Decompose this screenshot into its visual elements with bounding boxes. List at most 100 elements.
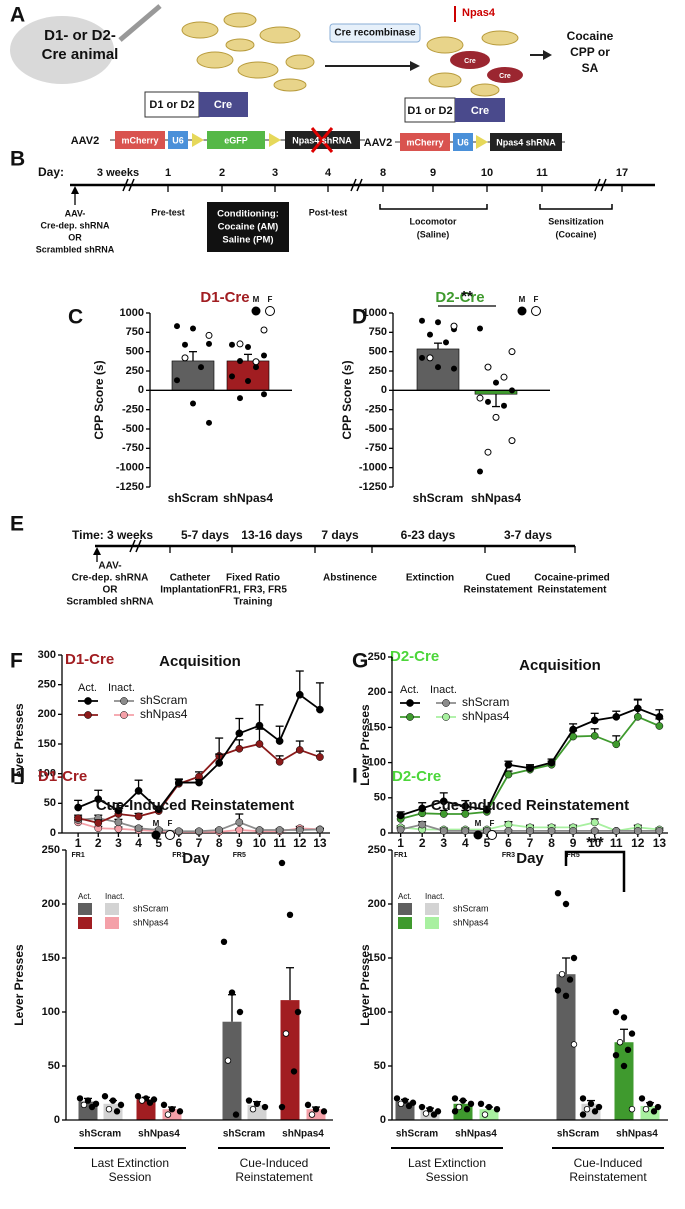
data-point [493,379,499,386]
y-tick-label: 100 [368,757,386,769]
data-point [633,712,642,721]
tick-label: 2 [219,167,225,179]
data-point [590,818,599,827]
tick-label: 1 [165,167,171,179]
bar [420,1110,440,1120]
data-point [278,859,286,867]
data-point [275,737,284,745]
significance-label: ** [461,288,473,305]
data-point [94,819,103,827]
chart-title: D2-Cre [392,768,441,785]
data-point [587,1100,595,1107]
event-label: Scrambled shRNA [66,597,153,608]
interval-label: 3-7 days [504,528,552,542]
event-label: Post-test [309,207,348,217]
series-line [77,693,321,812]
data-point [278,1103,286,1111]
data-point [275,757,284,766]
interval-label: 5-7 days [181,528,229,542]
data-point [206,419,212,426]
data-point [451,1108,459,1115]
data-point [236,1008,244,1016]
data-point [463,1105,471,1113]
data-point [181,354,189,362]
element-label: U6 [457,137,469,147]
data-point [427,331,433,338]
data-point [477,1100,485,1107]
chart-subtitle: Acquisition [519,657,601,674]
x-tick-label: shScram [557,1129,599,1140]
panel-label: D [352,306,367,329]
y-tick-label: -500 [122,423,144,435]
chart-subtitle: Cue-Induced Reinstatement [431,797,629,814]
data-point [295,690,304,699]
y-tick-label: 150 [368,721,386,733]
legend-swatch [425,917,439,929]
data-point [76,1095,84,1102]
legend-label: M [153,819,160,828]
legend-marker [165,830,175,840]
data-point [261,391,267,398]
legend-header: Act. [78,892,92,901]
legend-marker [84,697,92,705]
data-point [419,354,425,361]
element-label: eGFP [224,135,248,145]
y-tick-label: 250 [368,651,386,663]
data-point [508,348,516,356]
data-point [612,740,621,749]
chart-title: D1-Cre [38,768,87,785]
y-tick-label: 100 [42,1006,60,1018]
event-label: Cre-dep. shRNA [72,573,149,584]
bar [556,974,576,1120]
event-label: FR1, FR3, FR5 [219,585,287,596]
legend-label: F [534,295,539,304]
data-point [312,1105,320,1113]
group-label: Cue-Induced [240,1156,309,1170]
event-label: Cued [486,573,511,584]
chart-title: D1-Cre [65,651,114,668]
legend-label: shScram [462,695,509,709]
data-point [435,319,441,326]
data-point [566,976,574,983]
axis-break [350,178,363,192]
tick-label: 8 [380,167,386,179]
data-point [562,900,570,908]
mcherry-box [400,133,450,151]
loxp [476,135,488,149]
data-point [620,1062,628,1070]
data-point [504,770,513,779]
event-label: Reinstatement [538,585,608,596]
event-label: Training [234,597,273,608]
tick-label: 4 [325,167,332,179]
data-point [237,395,243,402]
panel-label: G [352,650,368,673]
legend-label: shNpas4 [462,709,510,723]
y-tick-label: 100 [38,768,56,780]
data-point [316,825,324,834]
data-point [205,331,213,339]
event-label: Sensitization [548,216,604,226]
x-tick-label: 12 [293,836,307,850]
legend-label: F [268,295,273,304]
legend-label: shNpas4 [453,917,489,927]
data-point [253,364,259,371]
legend-swatch [78,903,92,915]
y-tick-label: 750 [369,326,387,338]
x-tick-label: 8 [216,836,223,850]
x-tick-label: 1 [75,836,82,850]
cell-label: Cre [464,58,476,65]
legend-label: F [490,819,495,828]
y-tick-label: 500 [126,346,144,358]
x-tick-label: shScram [168,491,219,505]
data-point [455,1103,463,1111]
event-label: Scrambled shRNA [36,244,115,254]
legend-marker [151,830,161,840]
data-point [245,378,251,385]
x-axis-label: Day [182,850,210,867]
egfp-box [207,131,265,149]
data-point [459,1097,467,1104]
y-tick-label: 150 [368,952,386,964]
data-point [426,1105,434,1113]
data-point [80,1101,88,1109]
data-point [405,1102,413,1110]
